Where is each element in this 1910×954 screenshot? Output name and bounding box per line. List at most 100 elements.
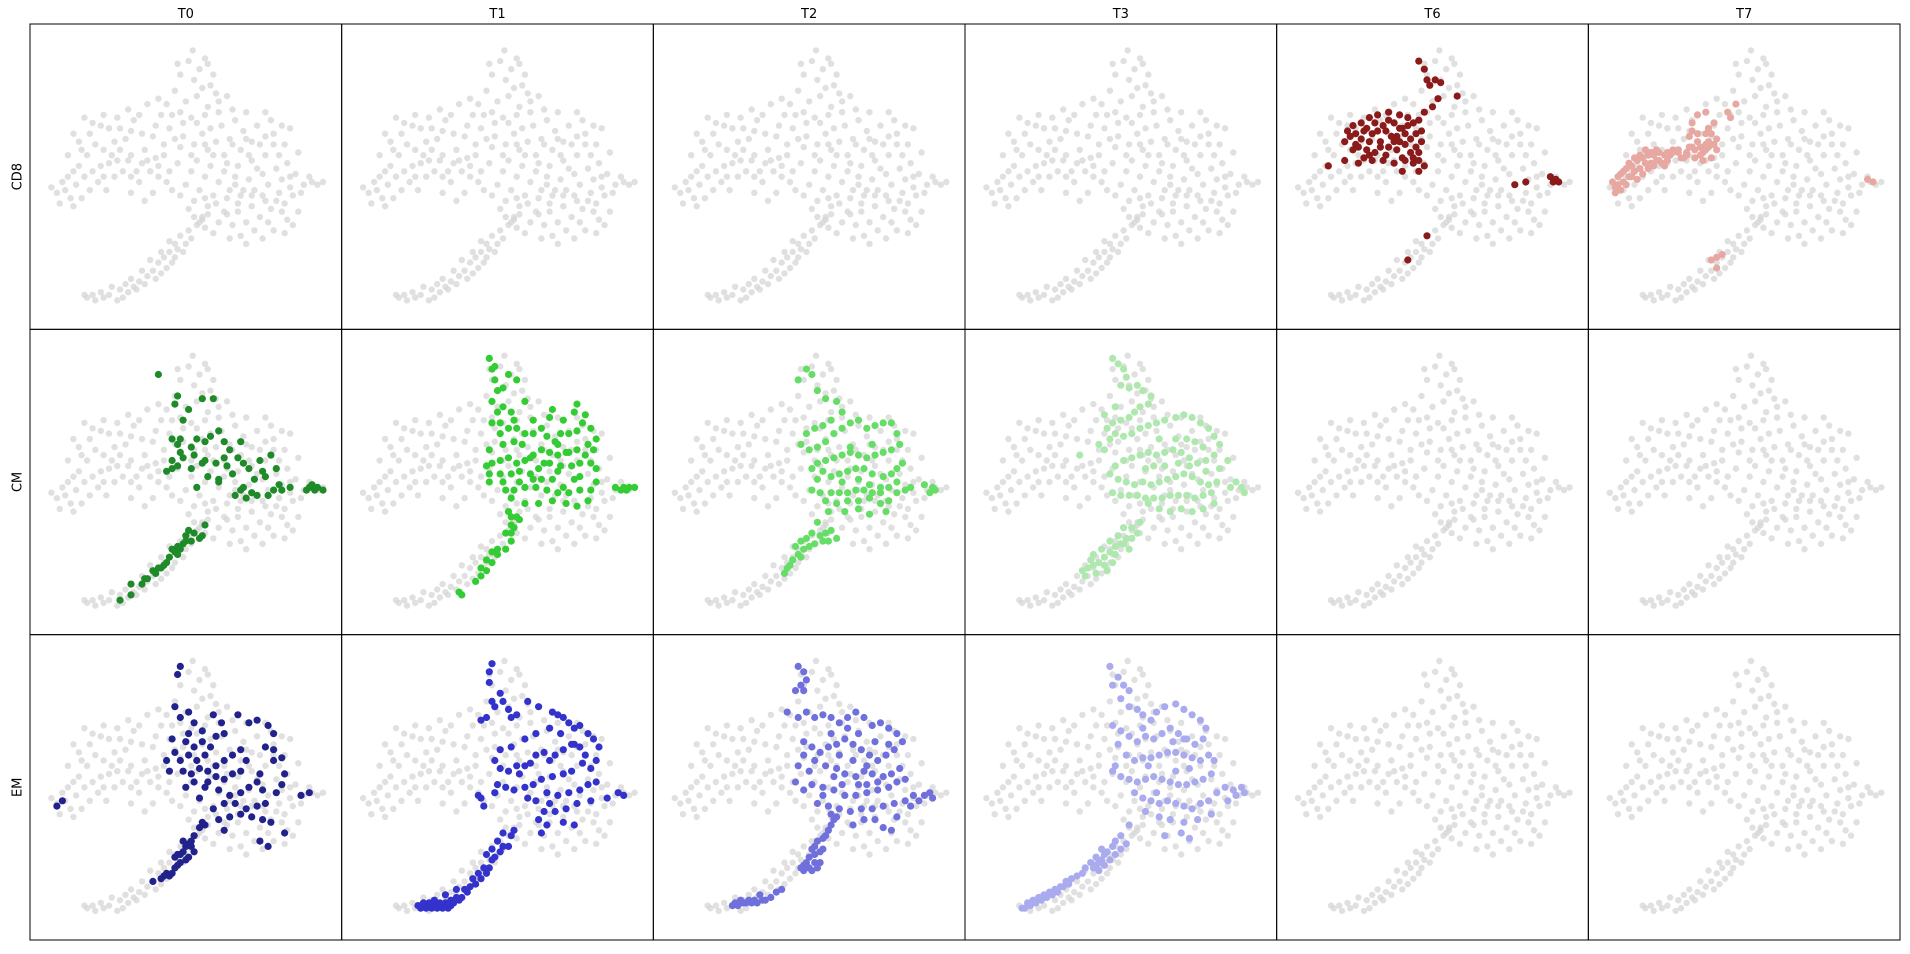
background-point: [535, 805, 542, 812]
background-point: [450, 741, 457, 748]
highlight-point-cm-t1: [513, 513, 521, 521]
background-point: [1079, 462, 1086, 470]
highlight-point-cm-t3: [1128, 524, 1136, 532]
background-point: [723, 757, 731, 764]
background-point: [1853, 454, 1860, 461]
background-point: [428, 757, 435, 764]
background-point: [168, 797, 176, 804]
background-point: [1161, 135, 1168, 143]
background-point: [731, 283, 739, 290]
background-point: [1421, 365, 1428, 373]
background-point: [1817, 497, 1825, 504]
highlight-point-cm-t3: [1087, 556, 1095, 564]
background-point: [795, 240, 802, 247]
background-point: [720, 122, 728, 129]
background-point: [997, 186, 1004, 194]
background-point: [1655, 289, 1663, 296]
background-point: [83, 457, 91, 464]
background-point: [295, 149, 302, 156]
highlight-point-em-t2: [849, 756, 857, 765]
background-point: [1719, 446, 1726, 453]
background-point: [748, 717, 755, 724]
background-point: [579, 205, 586, 213]
highlight-point-cm-t0: [242, 494, 250, 502]
background-point: [593, 751, 600, 759]
background-point: [1683, 289, 1690, 296]
background-point: [1686, 494, 1693, 502]
highlight-point-cm-t1: [548, 497, 557, 505]
background-point: [1426, 554, 1434, 561]
background-point: [737, 114, 744, 121]
background-point: [56, 505, 63, 513]
background-point: [1098, 100, 1105, 108]
background-point: [773, 878, 780, 885]
background-point: [270, 141, 277, 148]
background-point: [1795, 146, 1803, 153]
panel-cd8-t1: [341, 23, 654, 330]
background-point: [390, 146, 397, 153]
background-point: [1327, 114, 1335, 121]
background-point: [1333, 492, 1340, 499]
background-point: [1005, 435, 1012, 443]
background-point: [907, 521, 914, 529]
highlight-point-cm-t1: [504, 454, 513, 462]
background-point: [1333, 435, 1340, 443]
highlight-point-em-t0: [190, 832, 198, 840]
background-point: [1073, 741, 1081, 748]
background-point: [1150, 524, 1157, 531]
background-point: [562, 797, 570, 804]
background-point: [1817, 540, 1825, 547]
background-point: [469, 111, 476, 119]
background-point: [379, 195, 386, 202]
highlight-point-em-t2: [887, 770, 896, 778]
background-point: [185, 227, 192, 234]
background-point: [1519, 503, 1527, 510]
background-point: [1199, 219, 1207, 226]
background-point: [398, 741, 405, 748]
background-point: [1541, 208, 1549, 215]
highlight-point-cm-t1: [557, 430, 565, 438]
background-point: [1448, 500, 1455, 507]
background-point: [111, 478, 118, 486]
background-point: [1697, 435, 1704, 443]
highlight-point-cd8-t6: [1426, 81, 1434, 89]
background-point: [502, 687, 509, 694]
background-point: [844, 168, 851, 175]
background-point: [1699, 197, 1707, 204]
highlight-point-cm-t1: [502, 486, 510, 494]
background-point: [1784, 235, 1792, 242]
highlight-point-em-t0: [256, 770, 264, 778]
background-point: [731, 589, 739, 596]
background-point: [593, 505, 600, 513]
background-point: [1418, 546, 1425, 553]
background-point: [204, 211, 211, 218]
background-point: [1205, 435, 1212, 443]
highlight-point-cm-t2: [885, 483, 893, 491]
background-point: [770, 562, 777, 569]
background-point: [251, 227, 258, 234]
highlight-point-cd8-t7: [1691, 146, 1699, 154]
background-point: [245, 176, 253, 183]
background-point: [715, 141, 722, 148]
highlight-point-cm-t3: [1136, 424, 1144, 432]
background-point: [786, 789, 794, 796]
background-point: [1145, 152, 1152, 159]
highlight-point-cd8-t6: [1415, 116, 1423, 124]
background-point: [251, 797, 258, 804]
highlight-point-cm-t0: [149, 567, 157, 575]
background-point: [1167, 173, 1174, 180]
background-point: [210, 229, 217, 237]
background-point: [696, 181, 703, 188]
background-point: [838, 219, 846, 226]
background-point: [1735, 449, 1742, 456]
background-point: [1467, 168, 1475, 175]
background-point: [1672, 419, 1679, 427]
background-point: [715, 751, 722, 759]
background-point: [885, 808, 892, 815]
background-point: [943, 789, 950, 796]
background-point: [1311, 478, 1318, 486]
highlight-point-em-t2: [885, 724, 893, 732]
background-point: [1412, 248, 1420, 256]
background-point: [860, 843, 868, 850]
background-point: [179, 425, 187, 432]
